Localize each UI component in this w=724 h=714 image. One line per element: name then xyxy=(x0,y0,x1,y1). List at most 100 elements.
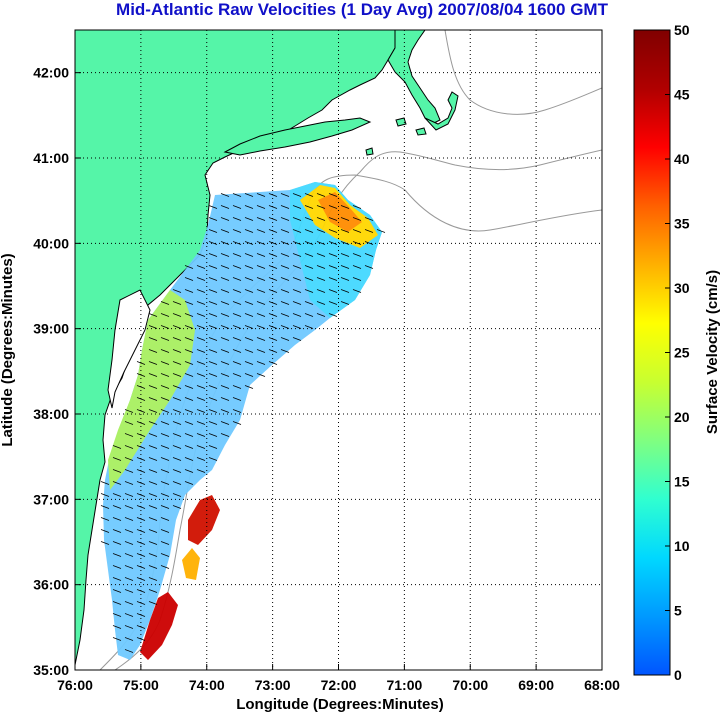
velocity-arrow xyxy=(244,337,254,341)
velocity-arrow xyxy=(280,325,290,329)
velocity-arrow xyxy=(196,289,206,293)
velocity-arrow xyxy=(304,301,314,305)
velocity-arrow xyxy=(184,385,194,389)
velocity-arrow xyxy=(148,481,158,485)
velocity-arrow xyxy=(112,553,122,557)
x-tick-label: 74:00 xyxy=(189,677,225,693)
velocity-arrow xyxy=(220,397,230,401)
velocity-arrow xyxy=(112,529,122,533)
colorbar: 0 5 10 15 20 25 30 35 40 45 50 Surface Velocity (c… xyxy=(633,22,721,683)
velocity-arrow xyxy=(208,349,218,353)
velocity-arrow xyxy=(160,433,170,437)
velocity-arrow xyxy=(160,385,170,389)
land-delmarva xyxy=(107,289,151,409)
velocity-arrow xyxy=(124,589,134,593)
velocity-arrow xyxy=(208,337,218,341)
y-tick-label: 41:00 xyxy=(33,150,69,166)
velocity-arrow xyxy=(124,577,134,581)
velocity-arrow xyxy=(220,301,230,305)
velocity-arrow xyxy=(160,517,170,521)
velocity-arrow xyxy=(124,469,134,473)
velocity-arrow xyxy=(256,241,266,245)
velocity-arrow xyxy=(160,565,170,569)
velocity-arrow xyxy=(196,445,206,449)
velocity-arrow xyxy=(220,337,230,341)
velocity-arrow xyxy=(340,301,350,305)
velocity-arrow xyxy=(208,289,218,293)
velocity-arrow xyxy=(184,433,194,437)
velocity-arrow xyxy=(244,229,254,233)
velocity-arrow xyxy=(184,301,194,305)
velocity-arrow xyxy=(172,349,182,353)
velocity-arrow xyxy=(100,517,110,521)
colorbar-tick-label: 25 xyxy=(674,345,690,361)
velocity-arrow xyxy=(256,337,266,341)
colorbar-scale xyxy=(633,29,671,676)
velocity-arrow xyxy=(244,349,254,353)
velocity-arrow xyxy=(100,541,110,545)
velocity-arrow xyxy=(244,361,254,365)
velocity-arrow xyxy=(196,301,206,305)
velocity-arrow xyxy=(232,277,242,281)
velocity-arrow xyxy=(208,217,218,221)
velocity-arrow xyxy=(256,349,266,353)
velocity-arrow xyxy=(124,625,134,629)
velocity-arrow xyxy=(280,289,290,293)
velocity-arrow xyxy=(244,385,254,389)
velocity-arrow xyxy=(280,205,290,209)
velocity-arrow xyxy=(196,325,206,329)
colorbar-ticks: 0 5 10 15 20 25 30 35 40 45 50 xyxy=(665,22,690,683)
velocity-arrow xyxy=(124,457,134,461)
velocity-arrow xyxy=(148,433,158,437)
velocity-arrow xyxy=(148,373,158,377)
velocity-arrow xyxy=(184,277,194,281)
velocity-arrow xyxy=(208,409,218,413)
velocity-arrow xyxy=(172,505,182,509)
velocity-arrow xyxy=(148,397,158,401)
velocity-arrow xyxy=(196,421,206,425)
velocity-arrow xyxy=(184,421,194,425)
velocity-arrow xyxy=(256,325,266,329)
velocity-arrow xyxy=(352,277,362,281)
velocity-arrow xyxy=(172,433,182,437)
velocity-arrow xyxy=(124,541,134,545)
velocity-arrow xyxy=(232,397,242,401)
velocity-arrow xyxy=(208,457,218,461)
velocity-arrow xyxy=(184,325,194,329)
velocity-arrow xyxy=(256,361,266,365)
velocity-arrow xyxy=(232,253,242,257)
velocity-arrow xyxy=(232,409,242,413)
land-cape-cod xyxy=(424,91,459,131)
velocity-arrow xyxy=(232,265,242,269)
velocity-arrow xyxy=(292,253,302,257)
velocity-arrow xyxy=(160,325,170,329)
velocity-arrow xyxy=(160,361,170,365)
velocity-arrow xyxy=(292,289,302,293)
velocity-region-cape-hatteras-red xyxy=(140,592,178,660)
velocity-arrow xyxy=(328,229,338,233)
velocity-arrow xyxy=(184,313,194,317)
velocity-arrow xyxy=(208,229,218,233)
velocity-arrow xyxy=(316,289,326,293)
velocity-arrow xyxy=(196,385,206,389)
velocity-arrow xyxy=(232,421,242,425)
velocity-arrow xyxy=(292,217,302,221)
velocity-arrow xyxy=(160,373,170,377)
velocity-arrow xyxy=(172,469,182,473)
velocity-arrow xyxy=(208,421,218,425)
velocity-arrow xyxy=(232,241,242,245)
velocity-arrow xyxy=(220,421,230,425)
velocity-arrow xyxy=(148,541,158,545)
velocity-arrow xyxy=(244,313,254,317)
velocity-arrow xyxy=(292,241,302,245)
velocity-arrow xyxy=(340,217,350,221)
velocity-arrow xyxy=(160,349,170,353)
velocity-coverage-layer xyxy=(103,182,382,660)
velocity-arrow xyxy=(208,397,218,401)
velocity-arrow xyxy=(124,505,134,509)
velocity-arrow xyxy=(364,229,374,233)
velocity-arrow xyxy=(316,193,326,197)
velocity-arrow xyxy=(100,481,110,485)
y-axis-ticks: 35:00 36:00 37:00 38:00 39:00 40:00 41:00 42:00 xyxy=(33,65,81,678)
velocity-arrow xyxy=(148,361,158,365)
